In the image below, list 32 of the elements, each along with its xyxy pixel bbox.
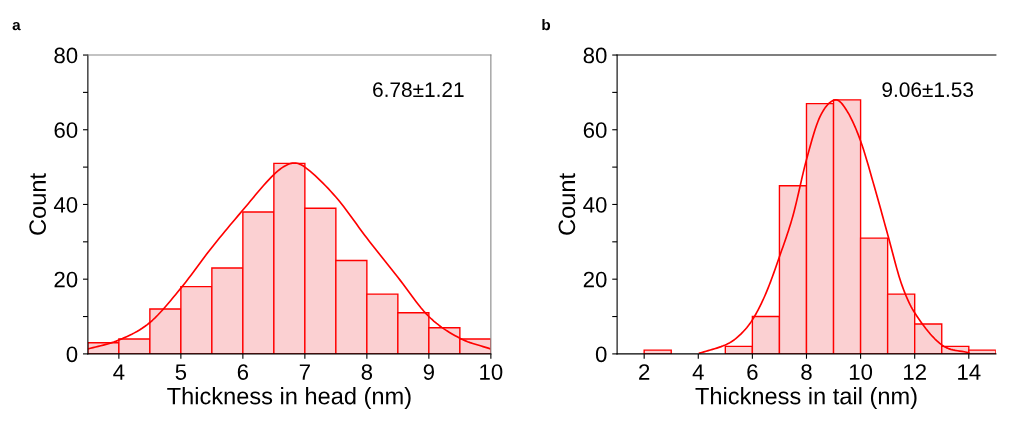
chart-title: b — [542, 19, 551, 31]
x-tick-label: 6 — [237, 364, 249, 380]
chart-title: a — [12, 21, 21, 31]
y-tick-label: 0 — [595, 346, 607, 363]
x-tick-label: 12 — [904, 364, 926, 380]
x-tick-label: 10 — [480, 364, 503, 380]
y-tick-label: 80 — [54, 47, 78, 64]
x-tick-label: 8 — [801, 364, 812, 380]
annotation: 6.78±1.21 — [373, 82, 464, 98]
x-tick-label: 5 — [175, 364, 187, 380]
x-tick-label: 7 — [299, 364, 310, 380]
x-tick-label: 8 — [361, 364, 373, 380]
y-tick-label: 60 — [54, 122, 78, 139]
x-tick-label: 14 — [958, 364, 981, 380]
y-tick-label: 40 — [53, 197, 78, 213]
x-axis-title: Thickness in head (nm) — [167, 387, 411, 410]
y-tick-label: 20 — [54, 271, 78, 288]
x-tick-label: 9 — [423, 364, 434, 380]
x-axis-title: Thickness in tail (nm) — [695, 387, 917, 410]
y-tick-label: 20 — [583, 271, 607, 288]
y-tick-label: 80 — [583, 47, 607, 64]
x-tick-label: 4 — [692, 364, 704, 380]
x-tick-label: 6 — [747, 364, 758, 380]
x-tick-label: 4 — [113, 364, 125, 380]
x-tick-label: 10 — [849, 364, 873, 380]
y-tick-label: 60 — [583, 122, 607, 139]
y-tick-label: 0 — [66, 346, 78, 363]
annotation: 9.06±1.53 — [882, 82, 974, 98]
y-axis-title: Count — [558, 173, 576, 235]
y-axis-title: Count — [29, 173, 46, 235]
y-tick-label: 40 — [583, 197, 607, 213]
x-tick-label: 2 — [639, 364, 650, 380]
